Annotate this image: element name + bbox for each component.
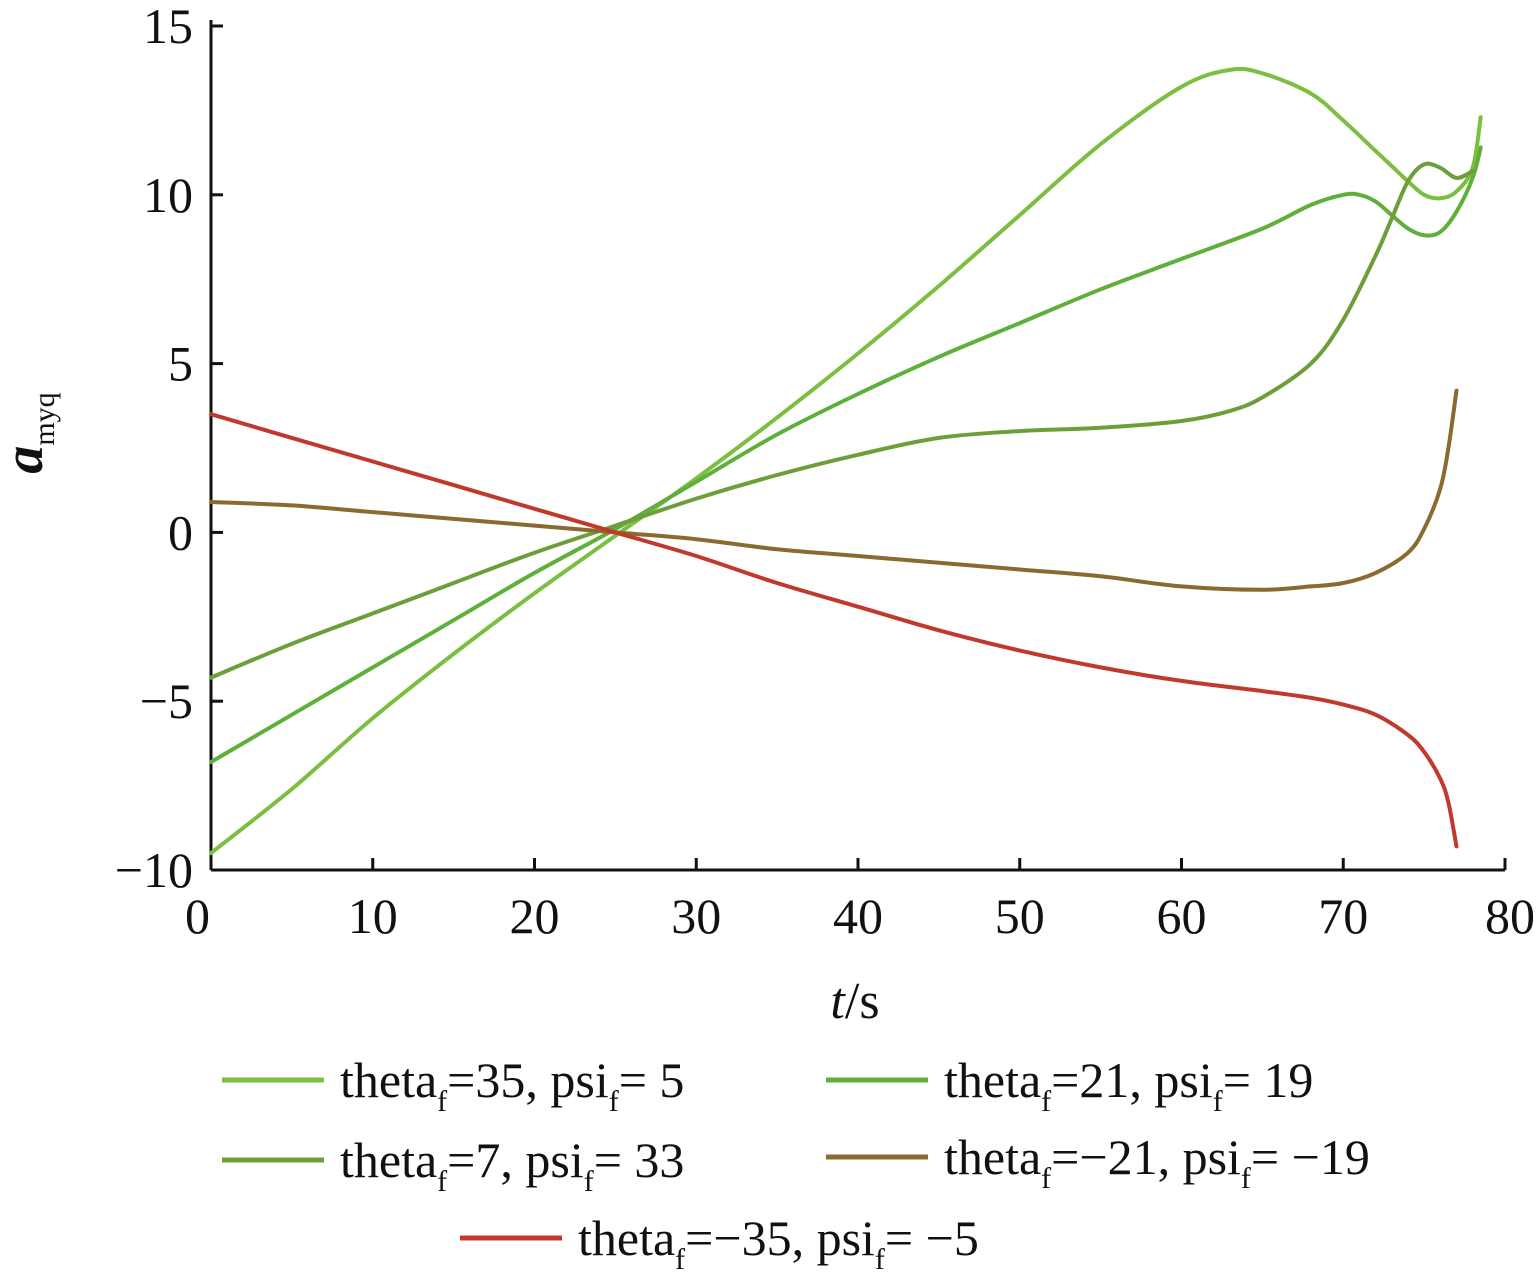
- series-lines: [209, 66, 1483, 856]
- x-tick-label: 70: [1318, 888, 1368, 944]
- series-line-4: [209, 388, 1459, 592]
- y-axis-label: amyq: [0, 392, 61, 473]
- x-tick-label: 0: [185, 888, 210, 944]
- legend-label: thetaf=−21, psif= −19: [944, 1129, 1370, 1195]
- x-axis-label-unit: /s: [845, 973, 880, 1030]
- y-tick-label: 10: [143, 167, 193, 223]
- x-tick-label: 80: [1485, 888, 1535, 944]
- y-axis-label-symbol: a: [0, 446, 55, 474]
- legend-entry-3: thetaf=7, psif= 33: [222, 1132, 684, 1198]
- x-tick-label: 30: [671, 888, 721, 944]
- legend-entry-4: thetaf=−21, psif= −19: [826, 1129, 1370, 1195]
- axis-labels: t/s amyq: [0, 392, 880, 1030]
- x-tick-label: 60: [1157, 888, 1207, 944]
- legend-label: thetaf=−35, psif= −5: [578, 1210, 979, 1276]
- x-tick-label: 40: [833, 888, 883, 944]
- legend-entry-2: thetaf=21, psif= 19: [826, 1052, 1313, 1118]
- y-axis-label-subscript: myq: [28, 392, 61, 445]
- y-tick-label: 5: [168, 336, 193, 392]
- legend-label: thetaf=35, psif= 5: [340, 1052, 684, 1118]
- y-tick-label: 15: [143, 0, 193, 54]
- y-tick-label: −5: [140, 673, 193, 729]
- legend-label: thetaf=21, psif= 19: [944, 1052, 1313, 1118]
- legend-entry-1: thetaf=35, psif= 5: [222, 1052, 684, 1118]
- legend: thetaf=35, psif= 5 thetaf=21, psif= 19 the…: [222, 1052, 1370, 1276]
- y-tick-label: −10: [115, 842, 193, 898]
- x-tick-label: 50: [995, 888, 1045, 944]
- series-line-1: [209, 66, 1483, 856]
- series-line-3: [209, 161, 1475, 680]
- axes: −10 −5 0 5 10 15 0 10 20 30 40 50 60 70 80: [115, 0, 1535, 944]
- x-tick-label: 20: [510, 888, 560, 944]
- x-tick-label: 10: [348, 888, 398, 944]
- legend-label: thetaf=7, psif= 33: [340, 1132, 684, 1198]
- y-tick-label: 0: [168, 504, 193, 560]
- series-line-2: [209, 145, 1483, 764]
- series-line-5: [209, 412, 1459, 849]
- x-axis-label-variable: t: [830, 973, 846, 1030]
- legend-entry-5: thetaf=−35, psif= −5: [460, 1210, 979, 1276]
- x-axis-label: t/s: [830, 973, 879, 1030]
